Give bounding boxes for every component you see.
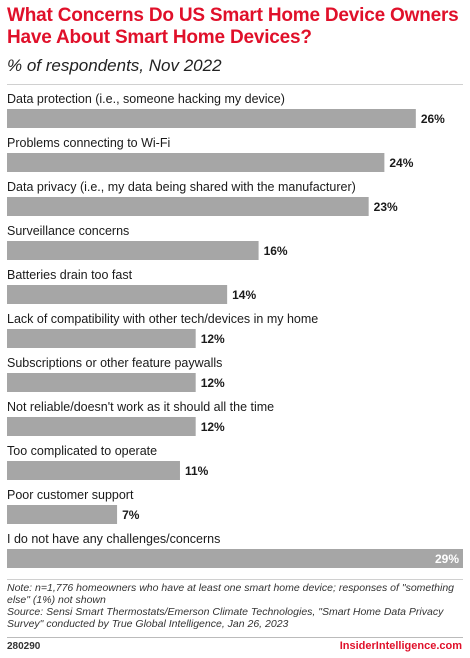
bar: [7, 241, 259, 260]
footer-divider: [7, 637, 463, 638]
value-label: 11%: [185, 464, 209, 478]
value-label: 7%: [122, 508, 140, 522]
category-label: Problems connecting to Wi-Fi: [7, 136, 170, 150]
chart-notes: Note: n=1,776 homeowners who have at lea…: [7, 582, 462, 630]
value-label: 12%: [201, 376, 225, 390]
brand-link[interactable]: InsiderIntelligence.com: [339, 640, 462, 652]
bar: [7, 197, 369, 216]
source-text: Source: Sensi Smart Thermostats/Emerson …: [7, 606, 444, 630]
chart-subtitle: % of respondents, Nov 2022: [7, 56, 222, 75]
value-label: 24%: [389, 156, 413, 170]
bar: [7, 505, 118, 524]
bottom-divider: [7, 579, 463, 580]
category-label: I do not have any challenges/concerns: [7, 532, 220, 546]
bar: [7, 109, 416, 128]
top-divider: [7, 84, 463, 85]
bar: [7, 153, 385, 172]
bar: [7, 549, 463, 568]
value-label: 14%: [232, 288, 256, 302]
category-label: Data protection (i.e., someone hacking m…: [7, 92, 285, 106]
note-text: Note: n=1,776 homeowners who have at lea…: [7, 582, 455, 606]
value-label: 12%: [201, 420, 225, 434]
value-label: 23%: [374, 200, 398, 214]
category-label: Batteries drain too fast: [7, 268, 133, 282]
category-label: Data privacy (i.e., my data being shared…: [7, 180, 356, 194]
value-label: 29%: [435, 552, 459, 566]
chart-title: What Concerns Do US Smart Home Device Ow…: [7, 5, 459, 48]
chart-id: 280290: [7, 641, 41, 652]
bar-chart: Data protection (i.e., someone hacking m…: [7, 92, 463, 568]
category-label: Too complicated to operate: [7, 444, 157, 458]
bar: [7, 417, 196, 436]
bar: [7, 329, 196, 348]
value-label: 12%: [201, 332, 225, 346]
category-label: Poor customer support: [7, 488, 134, 502]
category-label: Surveillance concerns: [7, 224, 129, 238]
bar: [7, 461, 180, 480]
bar: [7, 373, 196, 392]
value-label: 26%: [421, 112, 445, 126]
category-label: Not reliable/doesn't work as it should a…: [7, 400, 274, 414]
value-label: 16%: [264, 244, 288, 258]
category-label: Subscriptions or other feature paywalls: [7, 356, 222, 370]
category-label: Lack of compatibility with other tech/de…: [7, 312, 318, 326]
bar: [7, 285, 228, 304]
